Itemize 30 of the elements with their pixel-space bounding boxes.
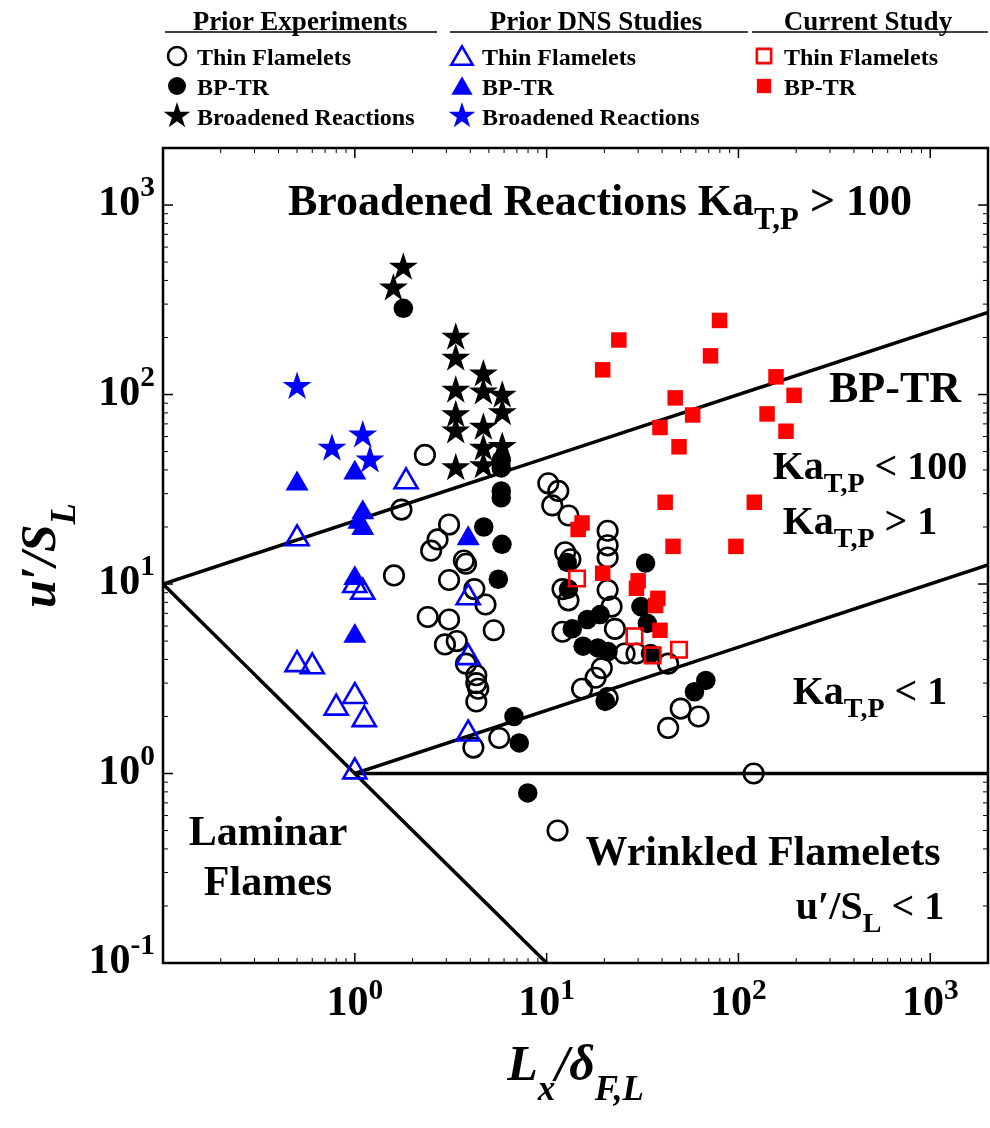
legend-label: Thin Flamelets (197, 44, 351, 70)
text: Prior DNS Studies (489, 6, 703, 37)
annotation: BP-TR (829, 363, 963, 413)
annotation: Laminar (188, 807, 348, 854)
annotation: Ka$_{T,P}$ > 1 (782, 498, 938, 553)
text: Current Study (783, 6, 953, 37)
y-tick-label: 10$^{2}$ (98, 359, 155, 414)
y-tick-label: 10$^{-1}$ (88, 927, 155, 982)
annotation: Ka$_{T,P}$ < 100 (772, 443, 968, 498)
legend-label: Thin Flamelets (482, 44, 636, 70)
legend-label: BP-TR (784, 74, 857, 100)
annotation: Broadened Reactions Ka$_{T,P}$ > 100 (288, 176, 912, 237)
legend-label: Broadened Reactions (482, 104, 700, 130)
annotation: Wrinkled Flamelets (585, 827, 941, 874)
legend-label: Broadened Reactions (197, 104, 415, 130)
legend-label: BP-TR (197, 74, 270, 100)
x-tick-label: 10$^{1}$ (518, 973, 575, 1024)
legend-label: BP-TR (482, 74, 555, 100)
x-tick-label: 10$^{3}$ (901, 973, 959, 1024)
annotation: u′/S$_{L}$ < 1 (795, 883, 945, 938)
legend-label: Thin Flamelets (784, 44, 938, 70)
y-tick-label: 10$^{3}$ (98, 169, 155, 224)
annotation: Ka$_{T,P}$ < 1 (792, 668, 948, 723)
x-tick-label: 10$^{0}$ (326, 973, 384, 1024)
y-tick-label: 10$^{1}$ (98, 548, 155, 603)
annotation: Flames (203, 857, 333, 904)
y-tick-label: 10$^{0}$ (98, 738, 155, 793)
x-axis-title: L$_{x}$/δ$_{F,L}$ (506, 1035, 644, 1108)
text: Prior Experiments (192, 6, 408, 37)
x-tick-label: 10$^{2}$ (710, 973, 767, 1024)
